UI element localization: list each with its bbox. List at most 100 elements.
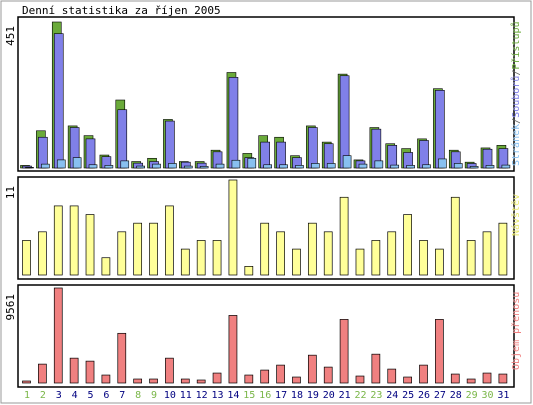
- x-tick-label-12: 12: [196, 390, 208, 401]
- bar-visits-day-2: [38, 231, 47, 276]
- x-tick-label-31: 31: [497, 390, 509, 401]
- bar-pages-day-6: [104, 165, 114, 169]
- bar-volume-day-18: [292, 376, 301, 384]
- x-tick-label-19: 19: [307, 390, 319, 401]
- bar-visits-day-1: [22, 240, 31, 276]
- bar-files-day-17: [276, 141, 286, 169]
- bar-pages-day-15: [247, 157, 257, 169]
- bar-visits-day-18: [292, 248, 301, 276]
- bar-pages-day-8: [136, 165, 145, 169]
- bar-volume-day-21: [339, 319, 349, 384]
- bar-volume-day-26: [419, 364, 428, 384]
- x-tick-label-25: 25: [402, 390, 414, 401]
- bar-files-day-5: [85, 138, 96, 169]
- bar-visits-day-15: [244, 266, 254, 276]
- x-tick-label-20: 20: [323, 390, 335, 401]
- x-tick-label-3: 3: [56, 390, 62, 401]
- bar-files-day-16: [260, 141, 271, 169]
- bar-volume-day-17: [276, 364, 285, 384]
- bar-visits-day-16: [260, 222, 270, 276]
- bar-volume-day-25: [403, 376, 412, 384]
- bar-pages-day-27: [438, 158, 447, 169]
- panel-hits-legend: Stránek/Souborů/Přístupů: [510, 21, 522, 166]
- x-tick-label-21: 21: [339, 390, 351, 401]
- bar-pages-day-19: [311, 163, 320, 169]
- bar-files-day-24: [387, 145, 398, 169]
- legend-pages: Stránek: [510, 124, 522, 166]
- bar-visits-day-13: [212, 240, 222, 276]
- bar-volume-day-14: [228, 315, 238, 384]
- bar-volume-day-19: [307, 354, 317, 384]
- bar-pages-day-30: [485, 165, 495, 169]
- bar-volume-day-27: [435, 319, 444, 384]
- x-tick-label-23: 23: [370, 390, 382, 401]
- bar-pages-day-14: [231, 159, 241, 169]
- bar-pages-day-11: [184, 165, 193, 169]
- bar-files-day-7: [117, 109, 128, 169]
- bar-volume-day-9: [149, 378, 158, 384]
- bar-pages-day-4: [72, 157, 82, 169]
- bar-volume-day-4: [69, 357, 79, 384]
- bar-volume-day-30: [482, 372, 492, 384]
- x-tick-label-7: 7: [119, 390, 125, 401]
- bar-volume-day-16: [260, 369, 270, 384]
- bar-visits-day-26: [419, 240, 428, 276]
- x-tick-label-27: 27: [434, 390, 446, 401]
- legend-sep-2: /: [511, 70, 522, 76]
- bar-pages-day-26: [422, 164, 431, 169]
- panel-volume-bars: [22, 287, 508, 384]
- bar-pages-day-23: [374, 160, 384, 169]
- legend-sep-1: /: [511, 118, 522, 124]
- bar-visits-day-30: [482, 231, 492, 276]
- x-tick-label-30: 30: [481, 390, 493, 401]
- x-tick-label-15: 15: [243, 390, 255, 401]
- bar-visits-day-5: [85, 214, 95, 276]
- bar-visits-day-22: [355, 248, 365, 276]
- bar-visits-day-10: [165, 205, 174, 276]
- bar-files-day-10: [165, 120, 175, 169]
- bar-visits-day-31: [498, 222, 508, 276]
- bar-volume-day-13: [212, 372, 222, 384]
- bar-visits-day-3: [53, 205, 63, 276]
- bar-pages-day-10: [168, 163, 177, 169]
- bar-pages-day-16: [263, 164, 273, 169]
- bar-pages-day-5: [88, 164, 98, 169]
- bar-volume-day-22: [355, 375, 365, 384]
- x-tick-label-10: 10: [164, 390, 176, 401]
- panel-visits-legend: Návštěv: [510, 194, 522, 236]
- bar-visits-day-14: [228, 179, 238, 276]
- panel-volume-legend: Objem přenosu: [510, 292, 522, 370]
- bar-visits-day-20: [323, 231, 333, 276]
- bar-visits-day-4: [69, 205, 79, 276]
- bar-pages-day-18: [295, 165, 304, 169]
- bar-volume-day-28: [450, 373, 460, 384]
- bar-pages-day-28: [453, 163, 463, 169]
- bar-visits-day-19: [307, 222, 317, 276]
- bar-volume-day-20: [323, 366, 333, 384]
- bar-visits-day-29: [466, 240, 476, 276]
- bar-visits-day-24: [387, 231, 397, 276]
- bar-volume-day-1: [22, 380, 31, 384]
- bar-visits-day-12: [196, 240, 206, 276]
- bar-visits-day-11: [180, 248, 190, 276]
- panel-volume-ymax-label: 9561: [4, 294, 17, 321]
- bar-pages-day-17: [279, 164, 288, 169]
- bar-files-day-19: [308, 127, 318, 169]
- bar-visits-day-6: [101, 257, 111, 276]
- bar-visits-day-28: [450, 196, 460, 276]
- x-tick-label-5: 5: [88, 390, 94, 401]
- x-tick-label-9: 9: [151, 390, 157, 401]
- x-tick-label-18: 18: [291, 390, 303, 401]
- x-tick-label-13: 13: [212, 390, 224, 401]
- bar-files-day-21: [339, 75, 350, 169]
- panel-hits-ymax-label: 451: [4, 26, 17, 46]
- x-tick-label-8: 8: [135, 390, 141, 401]
- bar-volume-day-23: [371, 353, 381, 384]
- legend-files: Souborů: [510, 76, 522, 118]
- panel-visits-bars: [22, 179, 508, 276]
- bar-files-day-27: [435, 90, 445, 169]
- x-tick-label-16: 16: [259, 390, 271, 401]
- chart-title: Denní statistika za říjen 2005: [22, 4, 221, 17]
- x-tick-label-6: 6: [103, 390, 109, 401]
